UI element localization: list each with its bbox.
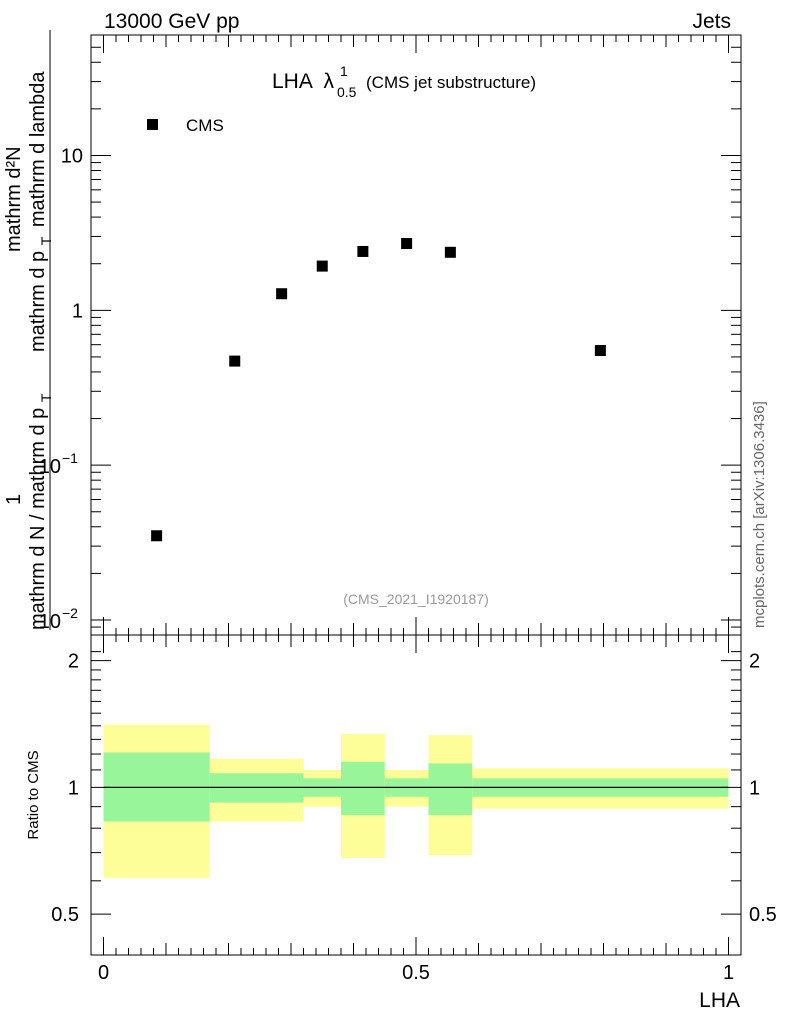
ratio-ytick-label-right: 2: [749, 651, 760, 673]
ratio-ytick-label-right: 1: [749, 777, 760, 799]
data-point: [594, 345, 606, 357]
ylabel-fraction-top: 1: [3, 494, 25, 505]
ratio-ytick-label-left: 1: [68, 777, 79, 799]
title-main: LHA: [272, 70, 313, 93]
main-title: LHA λ: [272, 70, 335, 93]
ratio-xtick-label: 0: [98, 962, 109, 984]
ylabel-numerator-denominator: mathrm d p T mathrm d lambda: [27, 71, 56, 352]
legend-label-cms: CMS: [186, 116, 224, 135]
ratio-y-tick-labels: 0.5 0.5 1 1 2 2: [51, 651, 777, 927]
ratio-ytick-label-right: 0.5: [749, 904, 777, 926]
title-suffix: (CMS jet substructure): [366, 73, 536, 92]
data-point: [357, 245, 369, 257]
main-data-markers: [151, 238, 606, 542]
ratio-frame: [90, 634, 742, 956]
ratio-ytick-label-left: 0.5: [51, 904, 79, 926]
data-point: [151, 530, 163, 542]
main-y-axis-label-numerator: mathrm d p T mathrm d lambda mathrm d²N: [3, 71, 56, 352]
legend-marker-cms: [147, 119, 158, 130]
ratio-ytick-label-left: 2: [68, 651, 79, 673]
header-process-label: Jets: [692, 10, 731, 33]
data-point: [276, 288, 288, 300]
data-point: [316, 260, 328, 272]
analysis-id-label: (CMS_2021_I1920187): [343, 591, 489, 607]
main-ytick-label: 1: [72, 300, 83, 322]
main-y-axis-label: mathrm d N / mathrm d p T 1: [3, 30, 54, 630]
data-point: [444, 246, 456, 258]
ratio-green-band: [428, 763, 473, 815]
ratio-panel: 0.5 0.51 12 2 0 0.5 1: [51, 634, 777, 984]
main-ytick-label-exp: −2: [62, 605, 78, 621]
header-energy-label: 13000 GeV pp: [104, 10, 239, 33]
main-ytick-label-exp: −1: [62, 450, 78, 466]
side-credit-label: mcplots.cern.ch [arXiv:1306.3436]: [751, 401, 768, 628]
title-superscript: 1: [340, 63, 348, 79]
ratio-xtick-label: 1: [723, 962, 734, 984]
ratio-green-band: [341, 761, 385, 815]
x-axis-label: LHA: [699, 989, 740, 1012]
ylabel-numerator: mathrm d²N: [3, 146, 25, 252]
ratio-x-tick-labels: 0 0.5 1: [98, 962, 734, 984]
main-ytick-label: 10: [61, 145, 83, 167]
data-point: [401, 238, 413, 250]
ratio-axis-ticks: [91, 635, 741, 955]
main-axis-ticks: [91, 34, 741, 636]
data-point: [229, 355, 241, 367]
ratio-y-axis-label: Ratio to CMS: [25, 750, 42, 839]
ratio-bands: [103, 724, 729, 878]
title-symbol: λ: [324, 70, 335, 93]
ylabel-denominator: mathrm d N / mathrm d p T: [27, 393, 54, 630]
title-subscript: 0.5: [337, 84, 357, 100]
ratio-xtick-label: 0.5: [402, 962, 430, 984]
